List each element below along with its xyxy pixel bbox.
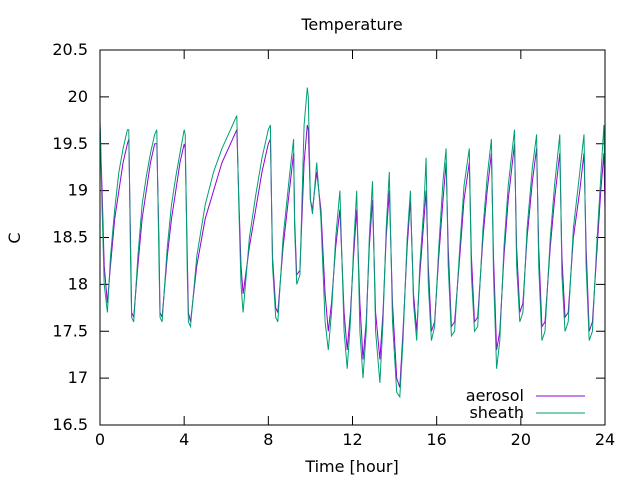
chart-title: Temperature: [300, 15, 402, 34]
x-tick-label: 20: [511, 430, 531, 449]
y-tick-label: 20.5: [52, 40, 88, 59]
y-tick-label: 16.5: [52, 415, 88, 434]
legend-label-sheath: sheath: [469, 403, 524, 422]
y-tick-label: 18: [68, 274, 88, 293]
y-tick-label: 17: [68, 368, 88, 387]
y-tick-label: 18.5: [52, 228, 88, 247]
legend: aerosol sheath: [466, 386, 585, 422]
y-tick-label: 20: [68, 87, 88, 106]
legend-label-aerosol: aerosol: [466, 386, 524, 405]
x-axis-label: Time [hour]: [304, 457, 398, 476]
series-layer: [100, 87, 605, 399]
x-tick-label: 24: [595, 430, 615, 449]
plot-frame: [99, 49, 606, 426]
y-axis-label: C: [5, 232, 24, 243]
axis-ticks: 16.5 17 17.5 18 18.5 19 19.5 20 20.5 0 4 8 12 16 20 24: [52, 40, 615, 449]
y-tick-label: 19: [68, 181, 88, 200]
x-tick-label: 16: [426, 430, 446, 449]
y-tick-label: 19.5: [52, 134, 88, 153]
y-tick-label: 17.5: [52, 321, 88, 340]
x-tick-label: 8: [263, 430, 273, 449]
x-tick-label: 4: [179, 430, 189, 449]
x-tick-label: 0: [95, 430, 105, 449]
x-tick-label: 12: [342, 430, 362, 449]
series-line-sheath: [100, 87, 605, 399]
